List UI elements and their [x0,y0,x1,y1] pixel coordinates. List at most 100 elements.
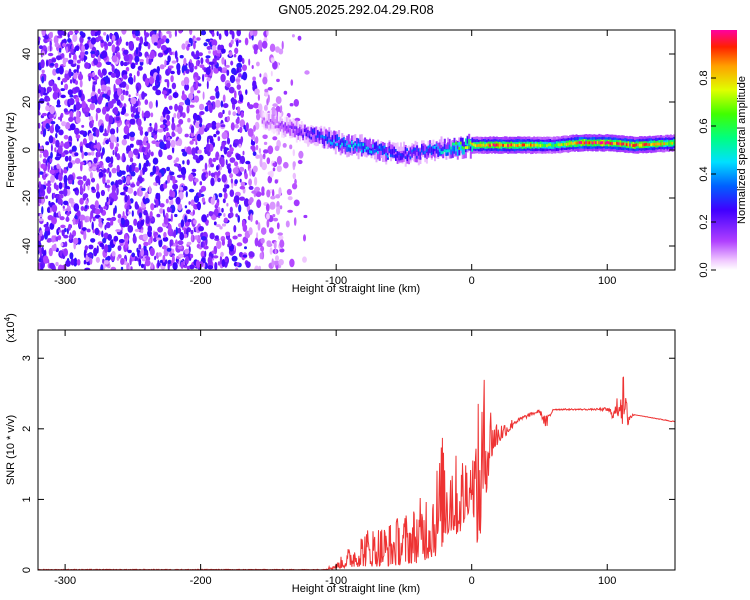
spectrogram-cell [406,154,409,162]
spectrogram-cell [264,104,268,112]
spectrogram-cell [60,88,65,92]
spectrogram-cell [450,146,453,150]
spectrogram-cell [79,79,83,88]
spectrogram-cell [215,99,221,108]
spectrogram-cell [239,94,244,103]
spectrogram-cell [168,95,173,101]
spectrogram-cell [229,147,234,153]
spectrogram-cell [490,143,493,147]
spectrogram-cell [79,187,84,195]
spectrogram-cell [278,235,284,241]
spectrogram-cell [254,136,259,144]
spectrogram-cell [62,205,65,209]
spectrogram-cell [46,86,52,93]
spectrogram-cell [63,134,69,140]
spectrogram-cell [201,197,206,203]
spectrogram-cell [235,153,241,161]
spectrogram-cell [210,197,215,205]
spectrogram-cell [140,247,144,257]
spectrogram-cell [175,196,181,205]
spectrogram-cell [68,59,74,65]
spectrogram-cell [278,259,284,266]
spectrogram-cell [125,84,130,91]
spectrogram-cell [186,241,192,245]
spectrogram-cell [451,144,454,152]
spectrogram-cell [162,254,166,263]
spectrogram-cell [146,56,149,65]
spectrogram-cell [52,91,58,100]
spectrogram-cell [188,173,194,182]
spectrogram-cell [284,124,287,131]
spectrogram-cell [390,154,393,158]
spectrogram-cell [279,205,283,210]
spectrogram-cell [432,147,435,155]
spectrogram-cell [277,125,280,129]
spectrogram-cell [194,133,198,143]
spectrogram-cell [217,177,221,183]
spectrogram-cell [57,227,61,231]
spectrogram-cell [334,143,337,147]
spectrogram-cell [206,77,211,82]
spectrogram-cell [221,174,227,183]
spectrogram-cell [312,129,314,133]
spectrogram-cell [113,83,116,93]
spectrogram-cell [38,101,41,111]
spectrogram-cell [652,142,654,146]
spectrogram-cell [272,167,276,172]
spectrogram-cell [41,112,48,117]
spectrogram-cell [47,52,54,57]
spectrogram-cell [126,195,130,202]
spectrogram-cell [226,163,231,170]
spectrogram-cell [184,133,189,138]
spectrogram-cell [200,236,207,241]
spectrogram-cell [362,143,365,146]
spectrogram-cell [282,124,285,128]
spectrogram-cell [214,174,217,183]
y-tick-label: -20 [21,190,33,206]
spectrogram-cell [252,76,256,81]
spectrogram-cell [461,147,464,155]
spectrogram-cell [111,251,116,257]
spectrogram-cell [197,83,202,87]
spectrogram-cell [202,73,205,82]
spectrogram-cell [356,148,358,152]
spectrogram-cell [292,149,295,157]
spectrogram-cell [229,189,235,197]
spectrogram-cell [91,150,95,156]
spectrogram-cell [289,103,294,107]
spectrogram-cell [331,135,334,142]
spectrogram-cell [194,178,199,183]
spectrogram-cell [58,182,63,190]
spectrogram-cell [144,259,151,267]
spectrogram-cell [129,73,133,78]
spectrogram-cell [52,83,58,92]
spectrogram-cell [121,30,127,35]
spectrogram-cell [474,144,477,148]
spectrogram-cell [159,208,164,214]
spectrogram-cell [79,130,86,135]
spectrogram-cell [79,31,84,36]
spectrogram-cell [102,106,107,115]
spectrogram-cell [559,143,562,147]
spectrogram-cell [133,74,136,83]
spectrogram-cell [190,229,194,235]
spectrogram-cell [242,71,248,81]
spectrogram-cell [253,124,256,132]
spectrogram-cell [261,191,265,196]
spectrogram-cell [298,150,304,159]
spectrogram-cell [91,119,94,124]
spectrogram-cell [181,94,188,101]
spectrogram-cell [181,43,186,50]
spectrogram-cell [673,141,675,144]
spectrogram-cell [49,169,55,175]
spectrogram-cell [128,42,134,51]
spectrogram-cell [634,144,637,147]
spectrogram-cell [229,212,234,218]
spectrogram-cell [182,112,186,119]
spectrogram-cell [541,143,544,147]
spectrogram-cell [292,161,296,168]
spectrogram-cell [98,171,104,178]
spectrogram-cell [326,136,329,144]
spectrogram-cell [299,126,301,134]
spectrogram-cell [279,122,282,126]
